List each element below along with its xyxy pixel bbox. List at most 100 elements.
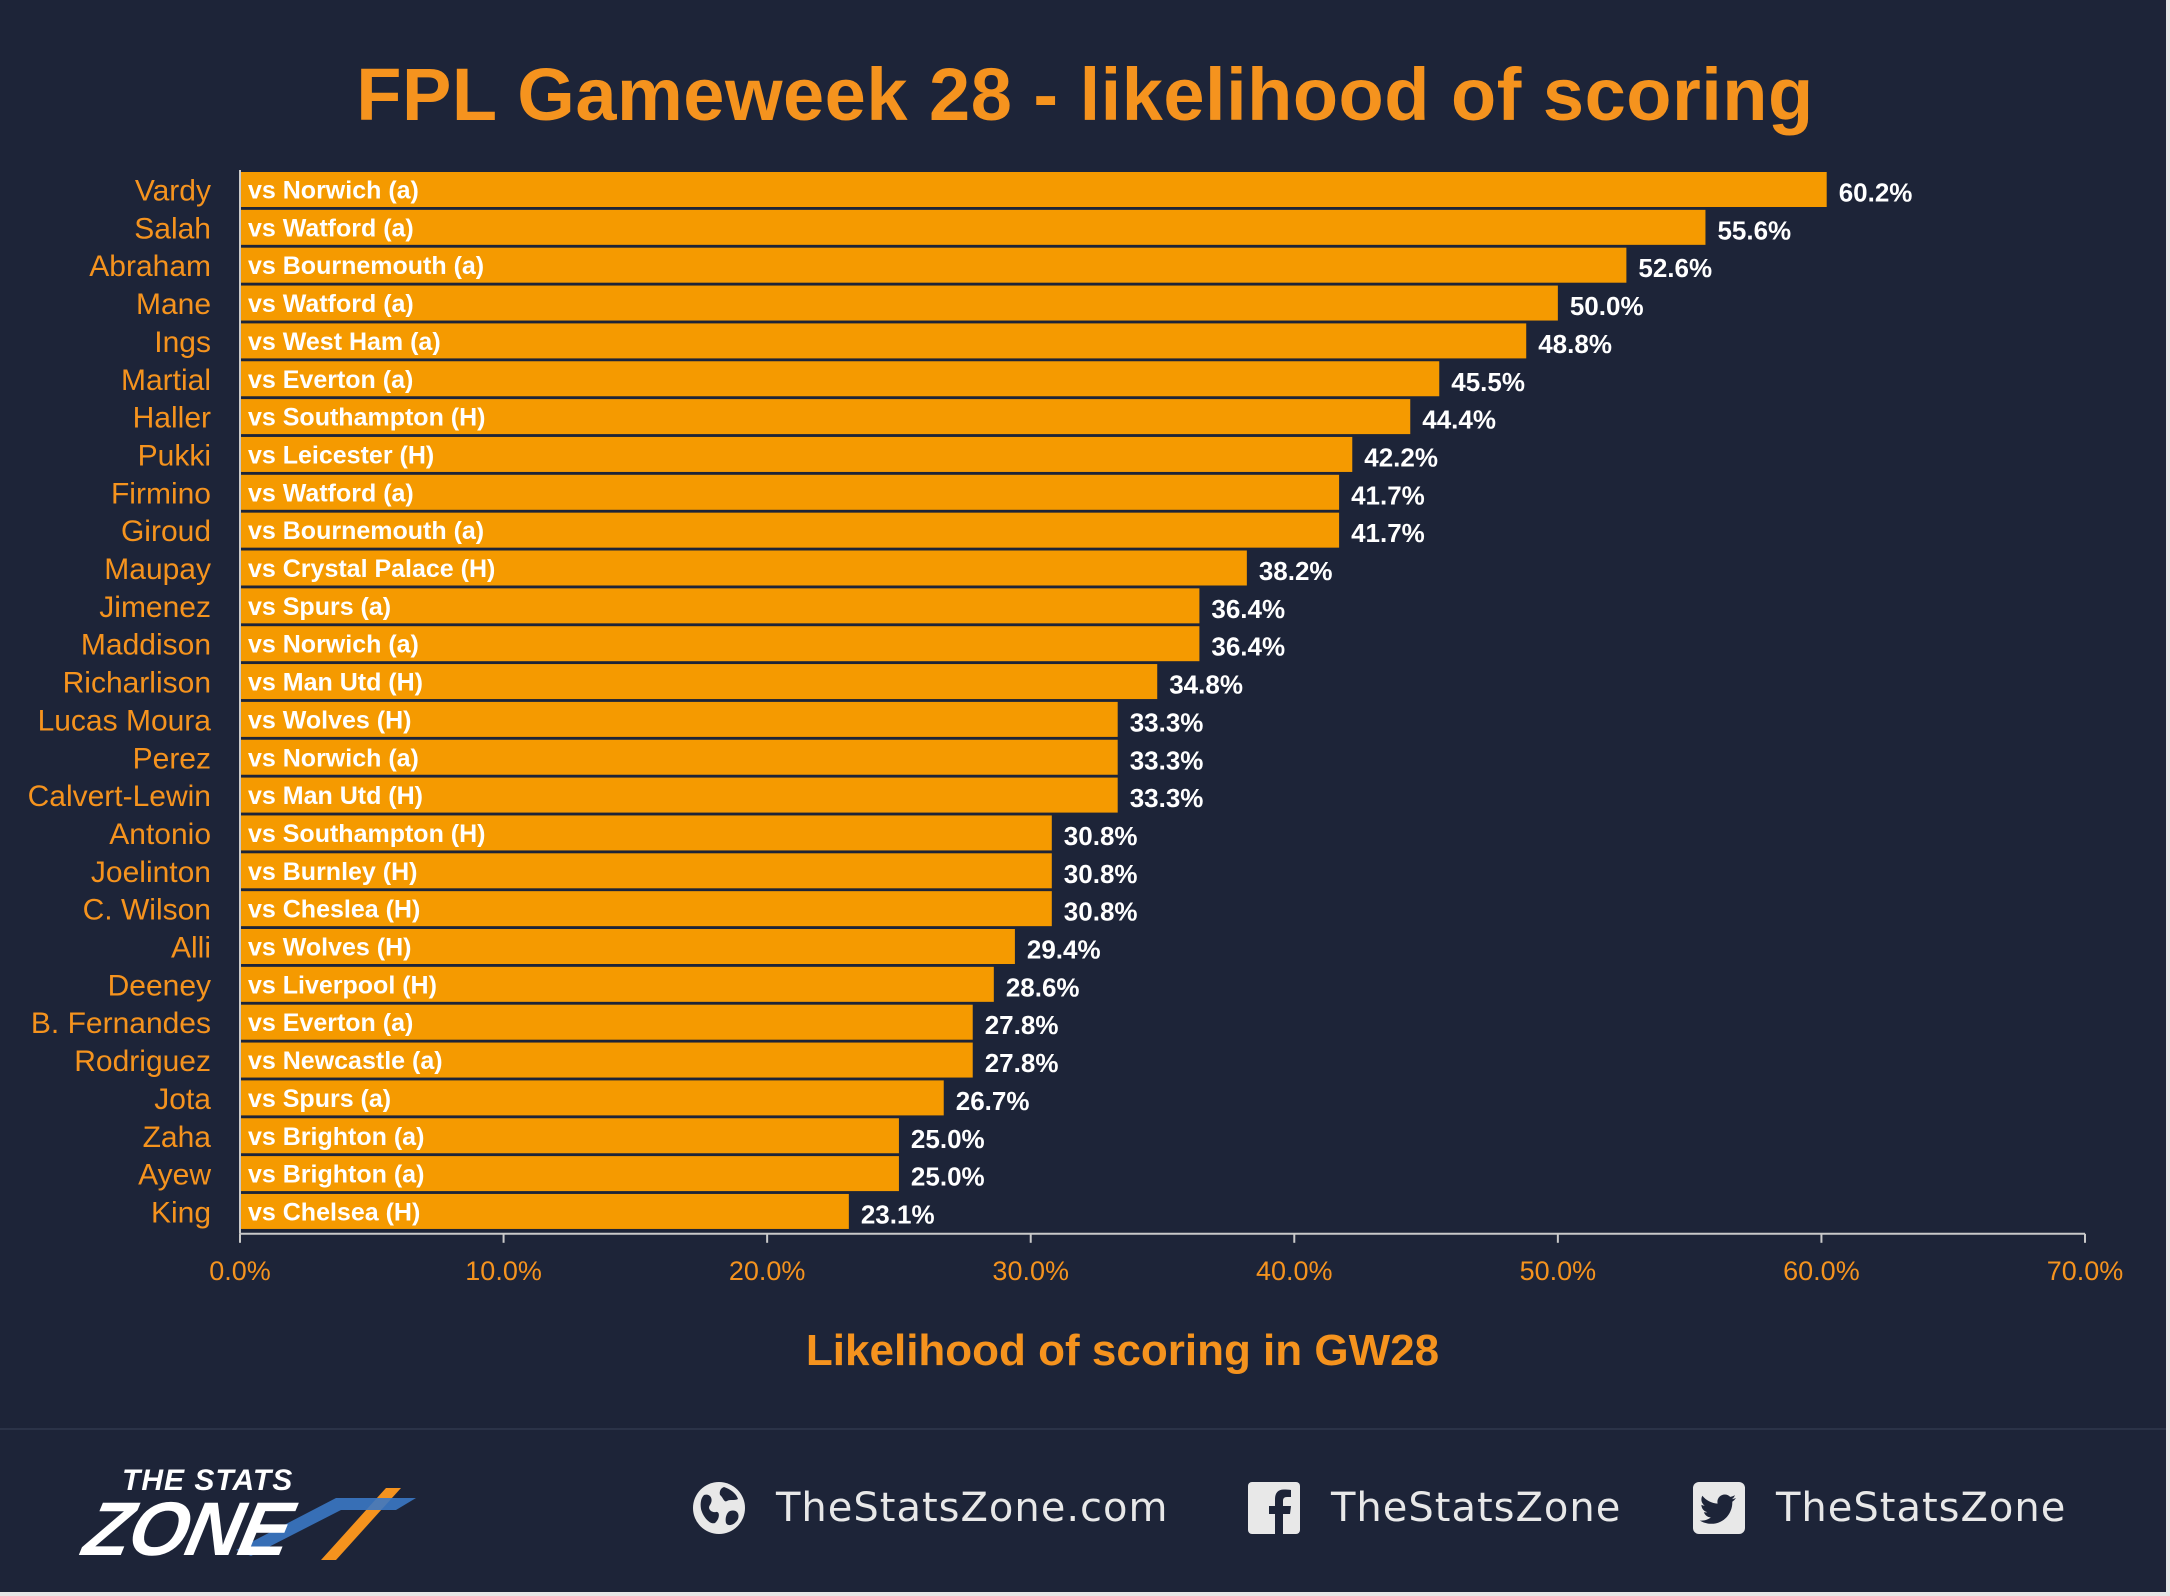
bar (240, 1042, 973, 1078)
x-tick-label: 40.0% (1256, 1256, 1333, 1286)
bar-fixture-label: vs Crystal Palace (H) (248, 555, 495, 583)
bar-value-label: 48.8% (1538, 329, 1612, 359)
y-tick-label: C. Wilson (83, 894, 211, 927)
logo-top-text: THE STATS (122, 1464, 294, 1497)
y-tick-label: Mane (136, 288, 211, 321)
bar (240, 626, 1200, 662)
bar-value-label: 30.8% (1064, 859, 1138, 889)
y-tick-label: Abraham (89, 250, 211, 283)
bar (240, 777, 1118, 813)
bar-fixture-label: vs Everton (a) (248, 366, 413, 394)
bar-value-label: 29.4% (1027, 935, 1101, 965)
bar-fixture-label: vs Southampton (H) (248, 404, 486, 432)
bar-fixture-label: vs Watford (a) (248, 290, 414, 318)
bar (240, 247, 1627, 283)
facebook-icon (1248, 1482, 1300, 1534)
bar (240, 1004, 973, 1040)
bar-value-label: 33.3% (1130, 745, 1204, 775)
website-link[interactable]: TheStatsZone.com (690, 1478, 1168, 1538)
bar-value-label: 36.4% (1211, 594, 1285, 624)
y-tick-label: Haller (133, 402, 211, 435)
bar-fixture-label: vs Chelsea (H) (248, 1198, 420, 1226)
bar (240, 966, 994, 1002)
bar (240, 1118, 899, 1154)
bar-fixture-label: vs Spurs (a) (248, 593, 391, 621)
footer-divider (0, 1428, 2166, 1430)
website-text: TheStatsZone.com (776, 1485, 1169, 1531)
logo-swoosh-icon (236, 1488, 416, 1560)
twitter-link[interactable]: TheStatsZone (1690, 1478, 2066, 1538)
x-tick-label: 0.0% (209, 1256, 271, 1286)
x-tick-label: 60.0% (1783, 1256, 1860, 1286)
bar-fixture-label: vs Burnley (H) (248, 858, 417, 886)
bar (240, 1156, 899, 1192)
y-tick-label: Salah (134, 212, 211, 245)
bar-fixture-label: vs Brighton (a) (248, 1123, 424, 1151)
bar-fixture-label: vs Southampton (H) (248, 820, 486, 848)
bar-fixture-label: vs Newcastle (a) (248, 1047, 443, 1075)
y-tick-label: Martial (121, 364, 211, 397)
y-tick-label: Vardy (135, 175, 211, 208)
bar-value-label: 38.2% (1259, 556, 1333, 586)
y-tick-label: Pukki (138, 439, 211, 472)
bar-fixture-label: vs Man Utd (H) (248, 669, 423, 697)
y-tick-label: King (151, 1196, 211, 1229)
bar-fixture-label: vs Bournemouth (a) (248, 517, 484, 545)
bar-fixture-label: vs Bournemouth (a) (248, 252, 484, 280)
y-tick-label: Calvert-Lewin (28, 780, 211, 813)
logo-main-text: ZONE (77, 1487, 299, 1572)
bar (240, 853, 1052, 889)
y-tick-label: Zaha (143, 1121, 212, 1154)
bar-value-label: 23.1% (861, 1199, 935, 1229)
y-tick-label: Richarlison (63, 667, 211, 700)
bar-value-label: 60.2% (1839, 178, 1913, 208)
bar (240, 361, 1440, 397)
chart-title: FPL Gameweek 28 - likelihood of scoring (356, 53, 1814, 136)
y-tick-label: Firmino (111, 477, 211, 510)
bar (240, 891, 1052, 927)
bar-value-label: 42.2% (1364, 442, 1438, 472)
x-tick-label: 30.0% (992, 1256, 1069, 1286)
bar-fixture-label: vs Spurs (a) (248, 1085, 391, 1113)
bar (240, 323, 1527, 359)
facebook-link[interactable]: TheStatsZone (1245, 1478, 1621, 1538)
bar (240, 588, 1200, 624)
x-tick-label: 10.0% (465, 1256, 542, 1286)
bar-value-label: 50.0% (1570, 291, 1644, 321)
bar (240, 815, 1052, 851)
bar-fixture-label: vs Norwich (a) (248, 177, 419, 205)
bar-value-label: 25.0% (911, 1162, 985, 1192)
bar-value-label: 41.7% (1351, 480, 1425, 510)
bar (240, 929, 1015, 964)
y-tick-label: Maddison (81, 629, 211, 662)
bar-value-label: 28.6% (1006, 972, 1080, 1002)
bar (240, 1193, 849, 1229)
bar-fixture-label: vs Everton (a) (248, 1009, 413, 1037)
globe-icon (693, 1482, 745, 1534)
bar-fixture-label: vs Leicester (H) (248, 441, 434, 469)
y-tick-label: Maupay (104, 553, 211, 586)
the-stats-zone-logo: THE STATS ZONE (77, 1458, 466, 1572)
bar-chart: vs Norwich (a) 60.2% Vardy vs Watford (a) 55… (28, 170, 2123, 1286)
bar-fixture-label: vs Norwich (a) (248, 744, 419, 772)
bar-value-label: 52.6% (1638, 253, 1712, 283)
bar-value-label: 33.3% (1130, 783, 1204, 813)
bar-fixture-label: vs Brighton (a) (248, 1161, 424, 1189)
y-tick-label: Jota (154, 1083, 211, 1116)
twitter-text: TheStatsZone (1776, 1485, 2067, 1531)
y-tick-label: Jimenez (99, 591, 211, 624)
facebook-text: TheStatsZone (1331, 1485, 1622, 1531)
y-tick-label: Ayew (138, 1159, 211, 1192)
bar-fixture-label: vs Norwich (a) (248, 631, 419, 659)
y-tick-label: Giroud (121, 515, 211, 548)
bar (240, 436, 1353, 472)
x-tick-label: 50.0% (1520, 1256, 1597, 1286)
bar (240, 399, 1411, 435)
bar-value-label: 45.5% (1451, 367, 1525, 397)
bar-value-label: 36.4% (1211, 632, 1285, 662)
bar-fixture-label: vs West Ham (a) (248, 328, 441, 356)
bar-value-label: 30.8% (1064, 897, 1138, 927)
bar (240, 664, 1158, 700)
bar (240, 701, 1118, 737)
bar-value-label: 55.6% (1717, 215, 1791, 245)
